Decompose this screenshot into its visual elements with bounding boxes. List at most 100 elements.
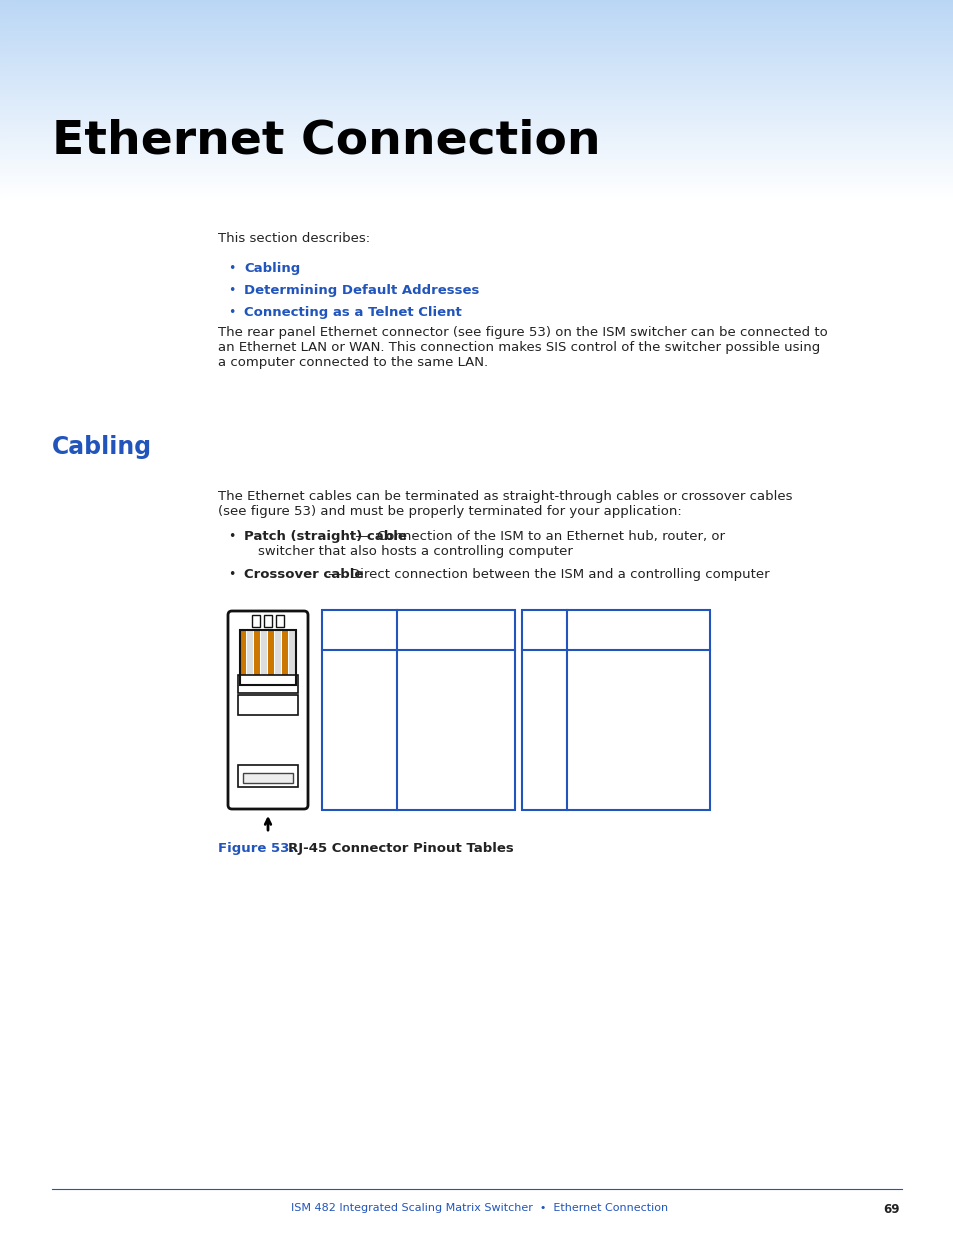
Bar bbox=[0, 119, 953, 120]
Bar bbox=[0, 38, 953, 40]
Bar bbox=[0, 158, 953, 159]
Bar bbox=[0, 180, 953, 182]
Bar bbox=[0, 153, 953, 156]
Text: •: • bbox=[228, 530, 235, 543]
Bar bbox=[0, 183, 953, 184]
Bar bbox=[0, 191, 953, 193]
Text: •: • bbox=[228, 306, 235, 319]
Bar bbox=[0, 70, 953, 72]
Bar bbox=[0, 156, 953, 157]
Bar bbox=[0, 43, 953, 44]
Bar bbox=[0, 140, 953, 141]
Bar bbox=[0, 27, 953, 28]
Bar bbox=[0, 133, 953, 135]
Bar bbox=[0, 84, 953, 85]
Bar bbox=[0, 198, 953, 199]
Text: an Ethernet LAN or WAN. This connection makes SIS control of the switcher possib: an Ethernet LAN or WAN. This connection … bbox=[218, 341, 820, 354]
Text: •: • bbox=[228, 568, 235, 580]
Text: RJ-45 Connector Pinout Tables: RJ-45 Connector Pinout Tables bbox=[288, 842, 514, 855]
Bar bbox=[0, 61, 953, 62]
Bar bbox=[0, 111, 953, 112]
Text: (see figure 53) and must be properly terminated for your application:: (see figure 53) and must be properly ter… bbox=[218, 505, 681, 517]
Bar bbox=[0, 62, 953, 63]
Bar bbox=[0, 67, 953, 68]
Bar bbox=[0, 164, 953, 165]
Text: Connecting as a Telnet Client: Connecting as a Telnet Client bbox=[244, 306, 461, 319]
Bar bbox=[0, 194, 953, 196]
Bar bbox=[0, 115, 953, 116]
Bar bbox=[274, 630, 281, 685]
Bar bbox=[0, 175, 953, 177]
Bar bbox=[0, 37, 953, 40]
Bar bbox=[0, 173, 953, 174]
Bar bbox=[0, 78, 953, 79]
Bar bbox=[0, 157, 953, 158]
Bar bbox=[0, 184, 953, 186]
Bar bbox=[0, 126, 953, 128]
Bar bbox=[0, 189, 953, 190]
Bar bbox=[0, 65, 953, 67]
Bar bbox=[0, 168, 953, 169]
Bar bbox=[0, 193, 953, 194]
Bar bbox=[0, 26, 953, 27]
Text: 69: 69 bbox=[882, 1203, 899, 1216]
Bar bbox=[275, 615, 284, 627]
Bar bbox=[0, 163, 953, 165]
Bar bbox=[0, 21, 953, 22]
Bar bbox=[0, 189, 953, 191]
Bar bbox=[0, 165, 953, 167]
Bar bbox=[0, 152, 953, 153]
Bar bbox=[261, 630, 267, 685]
Bar bbox=[0, 11, 953, 14]
Bar bbox=[0, 0, 953, 2]
Bar bbox=[0, 194, 953, 195]
Bar bbox=[282, 630, 288, 685]
Bar bbox=[0, 51, 953, 52]
Bar bbox=[0, 144, 953, 146]
Bar bbox=[0, 121, 953, 122]
Bar bbox=[0, 37, 953, 38]
Bar bbox=[0, 127, 953, 128]
Bar bbox=[0, 16, 953, 17]
Bar bbox=[0, 25, 953, 26]
Bar bbox=[0, 126, 953, 127]
Bar bbox=[0, 68, 953, 69]
Bar bbox=[0, 138, 953, 140]
Bar bbox=[0, 116, 953, 119]
Bar bbox=[0, 48, 953, 49]
Bar bbox=[247, 630, 253, 685]
Bar bbox=[0, 107, 953, 109]
Bar bbox=[0, 125, 953, 126]
Bar bbox=[0, 16, 953, 19]
Bar bbox=[0, 100, 953, 101]
Bar bbox=[0, 56, 953, 57]
Bar bbox=[264, 615, 272, 627]
Bar bbox=[0, 132, 953, 135]
Bar bbox=[0, 98, 953, 99]
Bar bbox=[0, 174, 953, 177]
Bar bbox=[0, 10, 953, 11]
Bar bbox=[0, 63, 953, 65]
Bar bbox=[0, 99, 953, 100]
Bar bbox=[0, 141, 953, 142]
Bar bbox=[322, 610, 515, 810]
Bar bbox=[0, 53, 953, 56]
Bar bbox=[0, 142, 953, 144]
Bar bbox=[0, 103, 953, 104]
Bar bbox=[0, 5, 953, 7]
Bar bbox=[0, 88, 953, 89]
Bar bbox=[0, 112, 953, 114]
Bar bbox=[0, 101, 953, 103]
Bar bbox=[0, 12, 953, 14]
Bar bbox=[0, 168, 953, 170]
Bar bbox=[0, 121, 953, 124]
Bar bbox=[0, 105, 953, 106]
Bar bbox=[0, 106, 953, 107]
Bar bbox=[0, 152, 953, 154]
Bar bbox=[0, 114, 953, 115]
Text: ISM 482 Integrated Scaling Matrix Switcher  •  Ethernet Connection: ISM 482 Integrated Scaling Matrix Switch… bbox=[291, 1203, 668, 1213]
Bar bbox=[0, 86, 953, 88]
Text: Cabling: Cabling bbox=[244, 262, 300, 275]
Bar bbox=[0, 173, 953, 175]
Text: This section describes:: This section describes: bbox=[218, 232, 370, 245]
